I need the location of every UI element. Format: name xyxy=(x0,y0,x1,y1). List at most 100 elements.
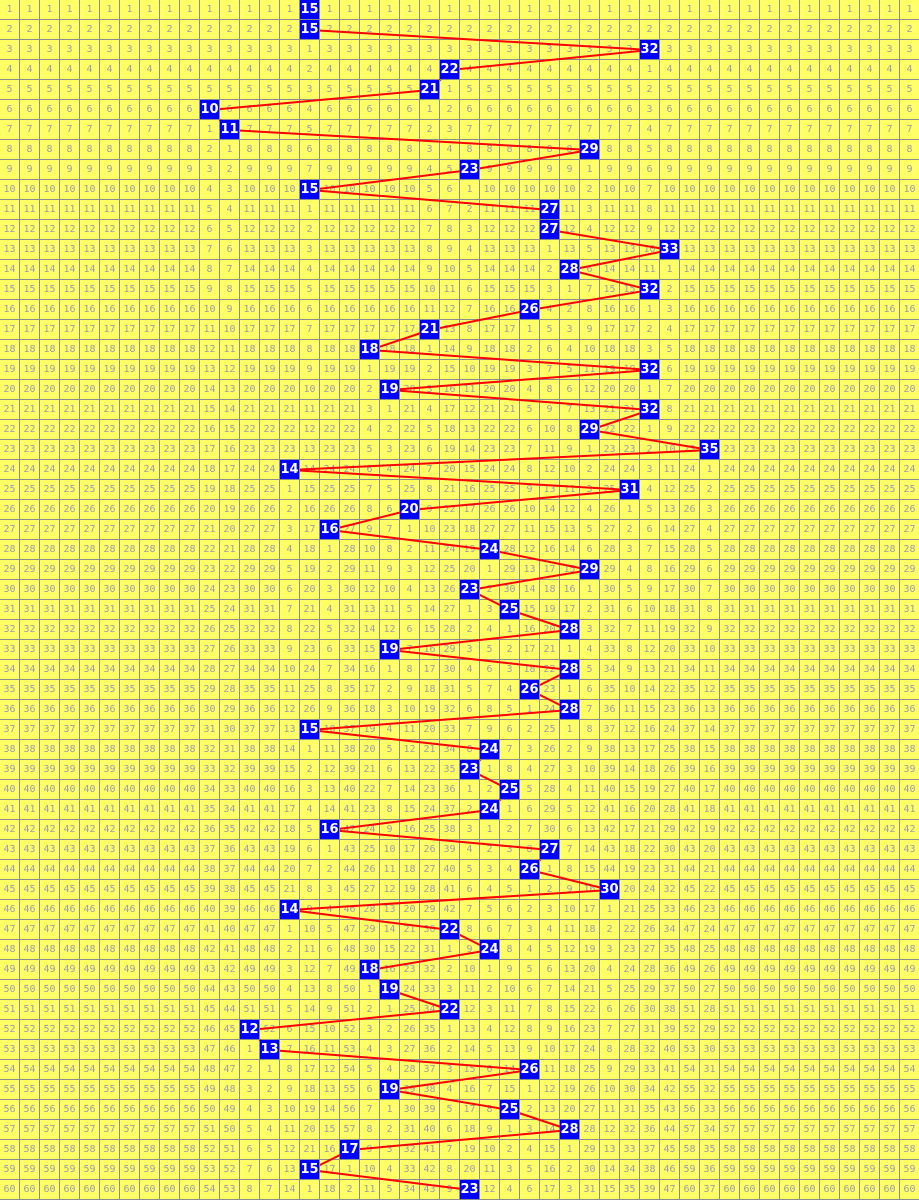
gap-cell: 58 xyxy=(180,1140,200,1160)
gap-cell: 26 xyxy=(580,1080,600,1100)
gap-cell: 33 xyxy=(900,640,919,660)
gap-cell: 19 xyxy=(760,360,780,380)
gap-cell: 22 xyxy=(760,420,780,440)
gap-cell: 4 xyxy=(540,300,560,320)
gap-cell: 9 xyxy=(80,160,100,180)
gap-cell: 25 xyxy=(60,480,80,500)
gap-cell: 3 xyxy=(560,320,580,340)
gap-cell: 49 xyxy=(160,960,180,980)
gap-cell: 25 xyxy=(700,940,720,960)
gap-cell: 22 xyxy=(440,500,460,520)
gap-cell: 35 xyxy=(180,680,200,700)
gap-cell: 14 xyxy=(620,260,640,280)
gap-cell: 4 xyxy=(380,460,400,480)
gap-cell: 4 xyxy=(480,1020,500,1040)
gap-cell: 49 xyxy=(740,960,760,980)
gap-cell: 6 xyxy=(380,760,400,780)
gap-cell: 9 xyxy=(540,160,560,180)
gap-cell: 33 xyxy=(240,640,260,660)
gap-cell: 24 xyxy=(40,460,60,480)
gap-cell: 7 xyxy=(400,120,420,140)
gap-cell: 5 xyxy=(680,80,700,100)
gap-cell: 10 xyxy=(700,180,720,200)
gap-cell: 7 xyxy=(660,380,680,400)
gap-cell: 8 xyxy=(520,1020,540,1040)
gap-cell: 8 xyxy=(600,140,620,160)
gap-cell: 24 xyxy=(900,460,919,480)
gap-cell: 6 xyxy=(440,180,460,200)
gap-cell: 28 xyxy=(420,880,440,900)
gap-cell: 26 xyxy=(540,740,560,760)
gap-cell: 47 xyxy=(740,920,760,940)
gap-cell: 27 xyxy=(660,780,680,800)
gap-cell: 38 xyxy=(260,740,280,760)
gap-cell: 31 xyxy=(180,600,200,620)
gap-cell: 57 xyxy=(340,1120,360,1140)
gap-cell: 49 xyxy=(240,960,260,980)
gap-cell: 31 xyxy=(620,1100,640,1120)
gap-cell: 23 xyxy=(660,700,680,720)
gap-cell: 48 xyxy=(140,940,160,960)
gap-cell: 46 xyxy=(820,900,840,920)
gap-cell: 26 xyxy=(240,500,260,520)
gap-cell: 37 xyxy=(60,720,80,740)
gap-cell: 19 xyxy=(460,1140,480,1160)
gap-cell: 50 xyxy=(60,980,80,1000)
gap-cell: 35 xyxy=(780,680,800,700)
gap-cell: 36 xyxy=(20,700,40,720)
gap-cell: 4 xyxy=(420,60,440,80)
gap-cell: 34 xyxy=(60,660,80,680)
gap-cell: 3 xyxy=(360,40,380,60)
gap-cell: 11 xyxy=(700,200,720,220)
gap-cell: 26 xyxy=(720,500,740,520)
gap-cell: 9 xyxy=(760,160,780,180)
gap-cell: 21 xyxy=(660,660,680,680)
gap-cell: 37 xyxy=(160,720,180,740)
gap-cell: 27 xyxy=(80,520,100,540)
gap-cell: 47 xyxy=(720,920,740,940)
hit-cell: 15 xyxy=(300,180,320,200)
gap-cell: 11 xyxy=(780,200,800,220)
gap-cell: 42 xyxy=(140,820,160,840)
gap-cell: 19 xyxy=(620,860,640,880)
gap-cell: 22 xyxy=(60,420,80,440)
gap-cell: 24 xyxy=(860,460,880,480)
gap-cell: 11 xyxy=(140,200,160,220)
gap-cell: 31 xyxy=(740,600,760,620)
gap-cell: 1 xyxy=(520,320,540,340)
gap-cell: 23 xyxy=(680,440,700,460)
gap-cell: 52 xyxy=(200,1140,220,1160)
gap-cell: 11 xyxy=(320,200,340,220)
gap-cell: 30 xyxy=(820,580,840,600)
gap-cell: 57 xyxy=(140,1120,160,1140)
gap-cell: 3 xyxy=(780,40,800,60)
gap-cell: 33 xyxy=(840,640,860,660)
gap-cell: 3 xyxy=(380,1140,400,1160)
gap-cell: 22 xyxy=(420,760,440,780)
gap-cell: 18 xyxy=(220,480,240,500)
gap-cell: 17 xyxy=(360,680,380,700)
gap-cell: 58 xyxy=(820,1140,840,1160)
gap-cell: 16 xyxy=(380,960,400,980)
gap-cell: 45 xyxy=(260,880,280,900)
gap-cell: 3 xyxy=(60,40,80,60)
gap-cell: 57 xyxy=(0,1120,20,1140)
gap-cell: 52 xyxy=(20,1020,40,1040)
gap-cell: 27 xyxy=(220,660,240,680)
gap-cell: 6 xyxy=(900,100,919,120)
gap-cell: 29 xyxy=(420,900,440,920)
gap-cell: 17 xyxy=(40,320,60,340)
gap-cell: 37 xyxy=(660,980,680,1000)
gap-cell: 33 xyxy=(860,640,880,660)
gap-cell: 45 xyxy=(740,880,760,900)
gap-cell: 1 xyxy=(420,0,440,20)
gap-cell: 57 xyxy=(880,1120,900,1140)
gap-cell: 40 xyxy=(240,780,260,800)
gap-cell: 6 xyxy=(660,360,680,380)
gap-cell: 37 xyxy=(120,720,140,740)
gap-cell: 58 xyxy=(680,1140,700,1160)
gap-cell: 2 xyxy=(420,120,440,140)
gap-cell: 17 xyxy=(0,320,20,340)
gap-cell: 35 xyxy=(900,680,919,700)
gap-cell: 19 xyxy=(180,360,200,380)
